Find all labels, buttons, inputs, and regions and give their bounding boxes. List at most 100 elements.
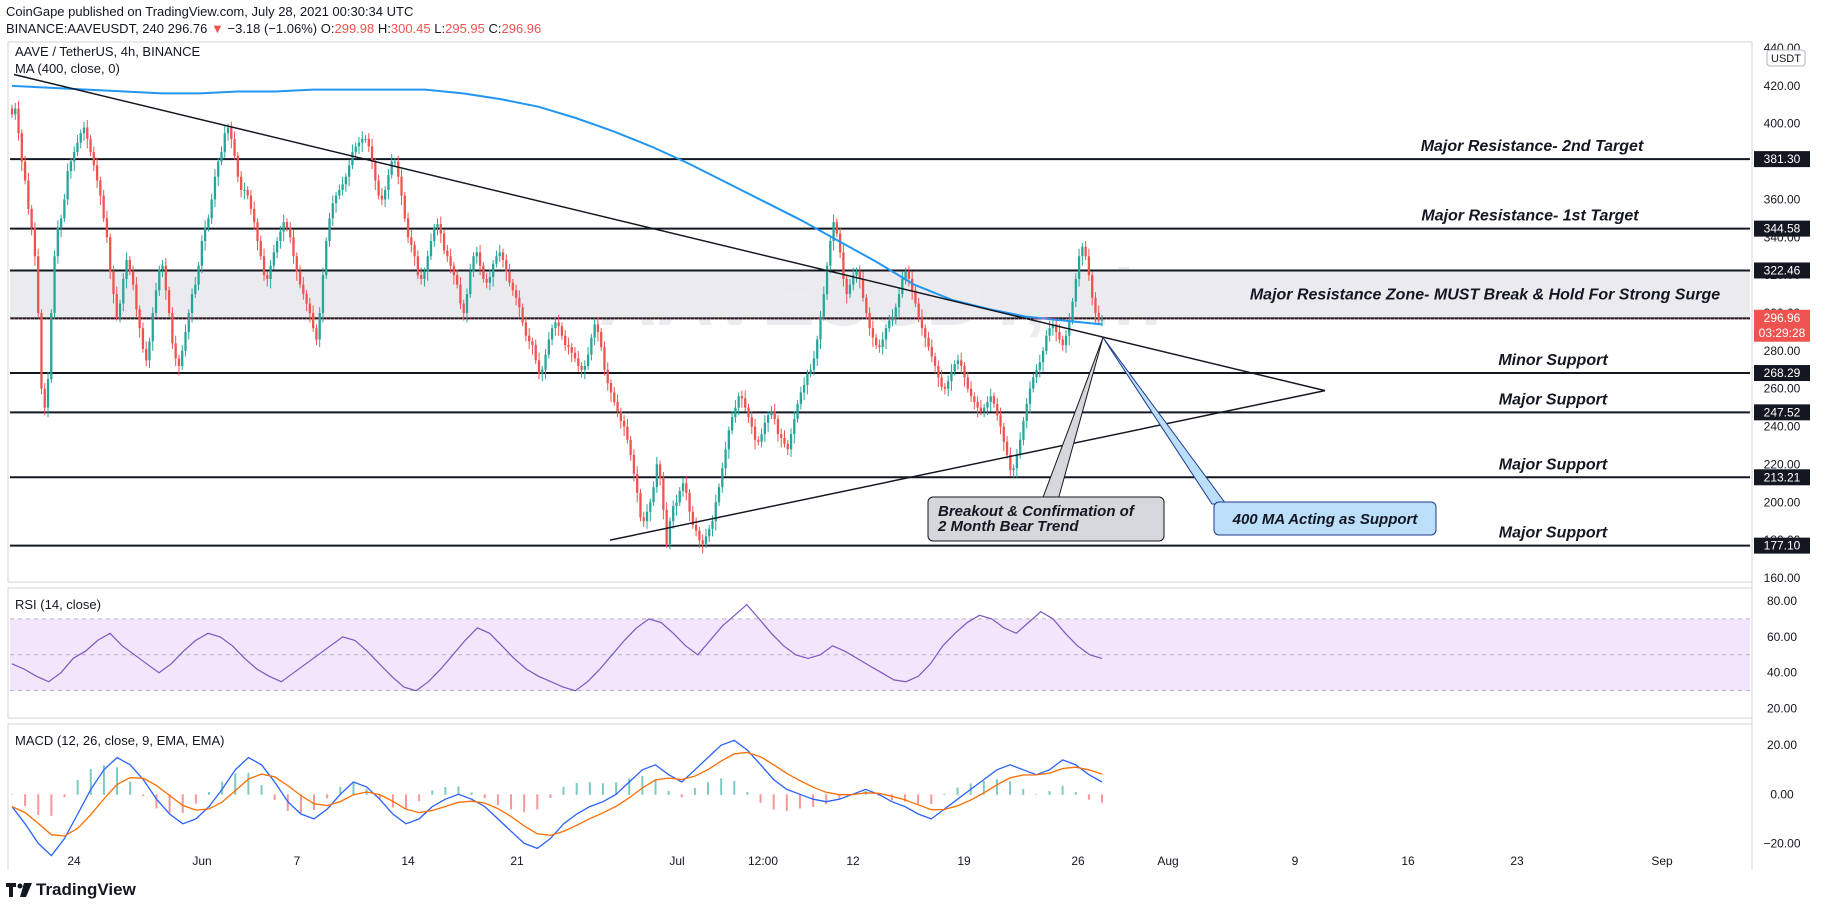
candle-body xyxy=(724,449,727,469)
candle-body xyxy=(449,256,452,266)
candle-body xyxy=(747,407,750,418)
candle-body xyxy=(766,415,770,423)
macd-histogram-bar xyxy=(654,779,657,795)
candle-body xyxy=(148,341,151,361)
macd-histogram-bar xyxy=(1022,789,1025,795)
candle-body xyxy=(1019,439,1022,455)
macd-histogram-bar xyxy=(641,776,644,795)
candle-body xyxy=(79,133,82,143)
candle-body xyxy=(305,294,308,304)
candle-body xyxy=(1061,339,1064,346)
ohlc-line: BINANCE:AAVEUSDT, 240 296.76 ▼ −3.18 (−1… xyxy=(6,21,541,36)
time-tick: 19 xyxy=(957,854,971,868)
candle-body xyxy=(992,396,996,404)
candle-body xyxy=(1022,420,1025,440)
macd-pane[interactable] xyxy=(7,723,1753,870)
candle-body xyxy=(730,417,734,431)
candle-body xyxy=(256,222,259,242)
candle-body xyxy=(1009,454,1012,471)
candle-body xyxy=(956,360,960,365)
candle-body xyxy=(960,360,963,366)
macd-histogram-bar xyxy=(378,794,381,800)
candle-body xyxy=(541,369,544,374)
candle-body xyxy=(295,256,298,272)
candle-body xyxy=(897,294,901,308)
macd-histogram-bar xyxy=(1074,791,1077,795)
pair-legend[interactable]: AAVE / TetherUS, 4h, BINANCE xyxy=(15,44,201,59)
candle-body xyxy=(420,275,423,279)
candle-body xyxy=(223,133,226,153)
candle-body xyxy=(387,174,390,190)
macd-tick: 0.00 xyxy=(1770,787,1794,801)
macd-histogram-bar xyxy=(785,794,788,811)
candle-body xyxy=(482,265,485,279)
symbol-label[interactable]: BINANCE:AAVEUSDT, 240 xyxy=(6,21,164,36)
countdown-text: 03:29:28 xyxy=(1759,326,1806,340)
candle-body xyxy=(989,396,992,402)
candle-body xyxy=(141,328,145,349)
time-tick: 21 xyxy=(510,854,524,868)
macd-histogram-bar xyxy=(746,791,749,795)
last-price-text: 296.96 xyxy=(1764,311,1801,325)
candle-body xyxy=(492,263,495,278)
candle-body xyxy=(364,138,367,140)
candle-body xyxy=(275,241,279,253)
macd-histogram-bar xyxy=(890,794,893,801)
candle-body xyxy=(649,502,652,512)
candle-body xyxy=(1068,320,1071,336)
macd-histogram-bar xyxy=(168,794,171,814)
down-arrow-icon: ▼ xyxy=(211,21,224,36)
candle-body xyxy=(668,521,672,544)
candle-body xyxy=(986,401,989,408)
macd-legend[interactable]: MACD (12, 26, close, 9, EMA, EMA) xyxy=(15,733,225,748)
level-tag-text: 213.21 xyxy=(1764,470,1801,484)
candle-body xyxy=(436,224,439,228)
macd-histogram-bar xyxy=(956,787,959,795)
candle-body xyxy=(243,189,246,191)
annotation-label: Major Support xyxy=(1499,456,1608,473)
candle-body xyxy=(233,138,236,156)
candle-body xyxy=(213,176,217,200)
level-tag-text: 381.30 xyxy=(1764,152,1801,166)
candle-body xyxy=(714,502,717,522)
candle-body xyxy=(59,218,63,228)
macd-histogram-bar xyxy=(418,794,421,802)
candle-body xyxy=(33,227,37,257)
candle-body xyxy=(76,142,79,153)
candle-body xyxy=(171,313,174,344)
candle-body xyxy=(341,184,344,190)
candle-body xyxy=(220,152,223,162)
candle-body xyxy=(328,218,331,242)
candle-body xyxy=(819,316,822,340)
candle-body xyxy=(1005,441,1009,455)
macd-histogram-bar xyxy=(667,790,670,795)
macd-histogram-bar xyxy=(37,794,40,815)
candle-body xyxy=(161,265,164,270)
rsi-legend[interactable]: RSI (14, close) xyxy=(15,597,101,612)
candle-body xyxy=(838,233,842,253)
publisher-text: CoinGape published on TradingView.com, J… xyxy=(6,4,414,19)
candle-body xyxy=(226,127,230,134)
tradingview-logo[interactable]: TradingView xyxy=(6,880,136,900)
candle-body xyxy=(652,487,655,503)
price-tick: 220.00 xyxy=(1764,457,1801,471)
candle-body xyxy=(966,377,969,389)
level-tag-text: 322.46 xyxy=(1764,263,1801,277)
candle-body xyxy=(128,260,131,272)
candle-body xyxy=(1064,335,1068,346)
rsi-tick: 20.00 xyxy=(1767,702,1797,716)
candle-body xyxy=(757,439,760,442)
annotation-label: Major Resistance Zone- MUST Break & Hold… xyxy=(1250,286,1720,303)
time-tick: 26 xyxy=(1071,854,1085,868)
macd-histogram-bar xyxy=(207,792,210,795)
price-tick: 200.00 xyxy=(1764,495,1801,509)
candle-body xyxy=(279,231,282,242)
macd-histogram-bar xyxy=(588,782,591,795)
ma-legend[interactable]: MA (400, close, 0) xyxy=(15,61,120,76)
candle-body xyxy=(115,294,118,317)
price-chart[interactable]: AAVEUSDT, 4h Major Resistance- 2nd Targe… xyxy=(0,0,1827,870)
candle-body xyxy=(701,540,704,544)
level-tag-text: 177.10 xyxy=(1764,539,1801,553)
candle-body xyxy=(593,324,596,338)
candle-body xyxy=(662,477,665,510)
